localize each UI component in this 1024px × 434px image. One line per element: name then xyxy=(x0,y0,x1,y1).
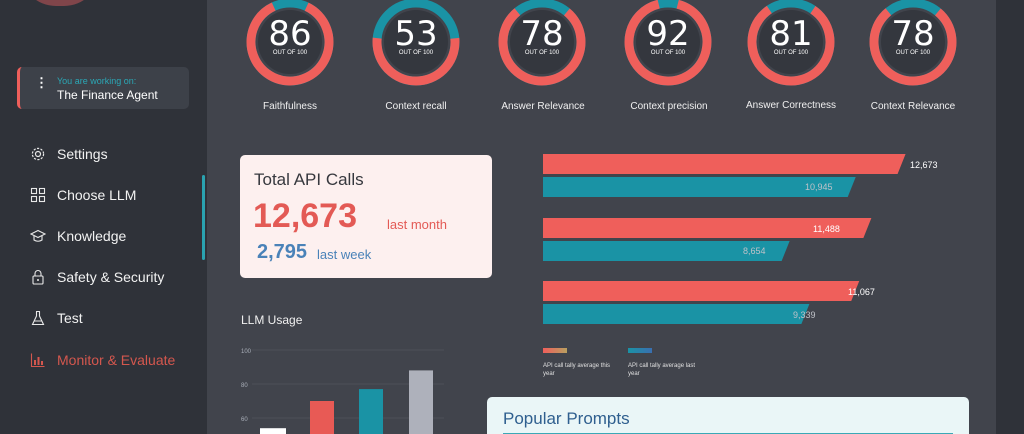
bar-value-label: 12,673 xyxy=(910,160,938,170)
gauge-label: Context Relevance xyxy=(870,101,956,112)
gauge-value: 81 xyxy=(769,14,813,54)
gauge-ring xyxy=(747,0,835,86)
gauge-value: 78 xyxy=(520,14,564,54)
api-calls-last-month-label: last month xyxy=(387,217,447,232)
agent-working-on-label: You are working on: xyxy=(57,76,137,86)
bar-value-label: 10,945 xyxy=(805,182,833,192)
legend-swatch-last-year xyxy=(628,348,652,353)
legend-this-year: API call tally average this year xyxy=(543,363,611,377)
gear-icon xyxy=(31,147,45,161)
api-calls-bar-chart xyxy=(543,154,906,324)
api-calls-last-month-value: 12,673 xyxy=(253,197,357,235)
api-calls-last-week-value: 2,795 xyxy=(257,241,308,263)
gauge-value: 53 xyxy=(394,14,438,54)
gauge-context-recall: 53 OUT OF 100 xyxy=(370,0,462,88)
sidebar-scrollbar[interactable] xyxy=(202,175,205,260)
gauge-arc xyxy=(747,0,835,86)
bar-chart-icon xyxy=(30,353,45,368)
sidebar-item-label: Knowledge xyxy=(57,228,127,244)
bar-last-year xyxy=(543,304,810,324)
sidebar-item-test[interactable]: Test xyxy=(30,307,83,329)
more-vertical-icon[interactable]: ⋮ xyxy=(35,75,48,90)
y-tick-label: 100 xyxy=(241,349,252,355)
gauge-arc xyxy=(624,0,712,86)
graduation-cap-icon xyxy=(30,229,46,242)
gauge-label: Faithfulness xyxy=(263,101,317,112)
popular-prompts-title: Popular Prompts xyxy=(503,409,630,428)
agent-selector[interactable]: ⋮ You are working on: The Finance Agent xyxy=(17,67,189,109)
gauge-arc xyxy=(869,0,957,86)
sidebar-item-safety-security[interactable]: Safety & Security xyxy=(30,266,164,288)
gauge-arc xyxy=(372,0,460,86)
bar-value-label: 11,488 xyxy=(813,224,840,234)
gauge-out-of: OUT OF 100 xyxy=(524,50,560,56)
grid-icon xyxy=(30,187,46,203)
llm-usage-bar xyxy=(409,370,433,434)
gauge-label: Context precision xyxy=(630,101,708,112)
bar-this-year xyxy=(543,218,872,238)
agent-name: The Finance Agent xyxy=(57,88,158,102)
gauge-ring xyxy=(498,0,586,86)
gauge-answer-correctness: 81 OUT OF 100 xyxy=(745,0,837,88)
sidebar-item-label: Test xyxy=(57,310,83,326)
flask-icon xyxy=(31,310,45,326)
gauge-out-of: OUT OF 100 xyxy=(398,50,434,56)
gauge-context-relevance: 78 OUT OF 100 xyxy=(867,0,959,88)
llm-usage-bar xyxy=(260,428,286,434)
gauge-ring xyxy=(246,0,334,86)
llm-usage-chart: 100 80 60 xyxy=(241,349,444,434)
bar-value-label: 8,654 xyxy=(743,246,766,256)
gauge-value: 78 xyxy=(891,14,935,54)
gauge-value: 86 xyxy=(268,14,312,54)
bar-this-year xyxy=(543,154,906,174)
gauge-value: 92 xyxy=(646,14,690,54)
gauge-label: Context recall xyxy=(385,101,447,112)
sidebar-item-label: Monitor & Evaluate xyxy=(57,352,176,368)
gauge-out-of: OUT OF 100 xyxy=(272,50,308,56)
card-title: Total API Calls xyxy=(254,170,364,189)
gauge-ring xyxy=(869,0,957,86)
bar-last-year xyxy=(543,241,790,261)
llm-usage-title: LLM Usage xyxy=(241,313,303,327)
sidebar: ⋮ You are working on: The Finance Agent … xyxy=(0,0,207,434)
legend-last-year: API call tally average last year xyxy=(628,363,696,377)
gauge-answer-relevance: 78 OUT OF 100 xyxy=(496,0,588,88)
total-api-calls-card: Total API Calls 12,673 last month 2,795 … xyxy=(240,155,492,278)
sidebar-item-label: Settings xyxy=(57,146,108,162)
logo xyxy=(20,0,100,6)
bar-value-label: 11,067 xyxy=(848,287,875,297)
gauge-out-of: OUT OF 100 xyxy=(650,50,686,56)
sidebar-item-knowledge[interactable]: Knowledge xyxy=(30,225,126,247)
sidebar-item-settings[interactable]: Settings xyxy=(30,143,108,165)
gauge-out-of: OUT OF 100 xyxy=(773,50,809,56)
sidebar-item-monitor-evaluate[interactable]: Monitor & Evaluate xyxy=(30,349,175,371)
legend-swatch-this-year xyxy=(543,348,567,353)
y-tick-label: 60 xyxy=(241,417,248,423)
sidebar-item-choose-llm[interactable]: Choose LLM xyxy=(30,184,136,206)
y-tick-label: 80 xyxy=(241,383,248,389)
gauge-out-of: OUT OF 100 xyxy=(895,50,931,56)
lock-icon xyxy=(32,270,44,285)
right-gutter xyxy=(996,0,1024,434)
gauge-context-precision: 92 OUT OF 100 xyxy=(622,0,714,88)
llm-usage-bar xyxy=(359,389,383,434)
llm-usage-bar xyxy=(310,401,334,434)
bar-this-year xyxy=(543,281,860,301)
bar-last-year xyxy=(543,177,856,197)
gauge-label: Answer Relevance xyxy=(501,101,585,112)
gauge-ring xyxy=(372,0,460,86)
popular-prompts-card: Popular Prompts xyxy=(487,397,969,434)
sidebar-item-label: Safety & Security xyxy=(57,269,165,285)
gauge-faithfulness: 86 OUT OF 100 xyxy=(244,0,336,88)
sidebar-item-label: Choose LLM xyxy=(57,187,137,203)
gauge-arc xyxy=(498,0,586,86)
gauge-ring xyxy=(624,0,712,86)
bar-value-label: 9,339 xyxy=(793,310,816,320)
gauge-label: Answer Correctness xyxy=(745,100,837,111)
api-calls-last-week-label: last week xyxy=(317,247,372,262)
